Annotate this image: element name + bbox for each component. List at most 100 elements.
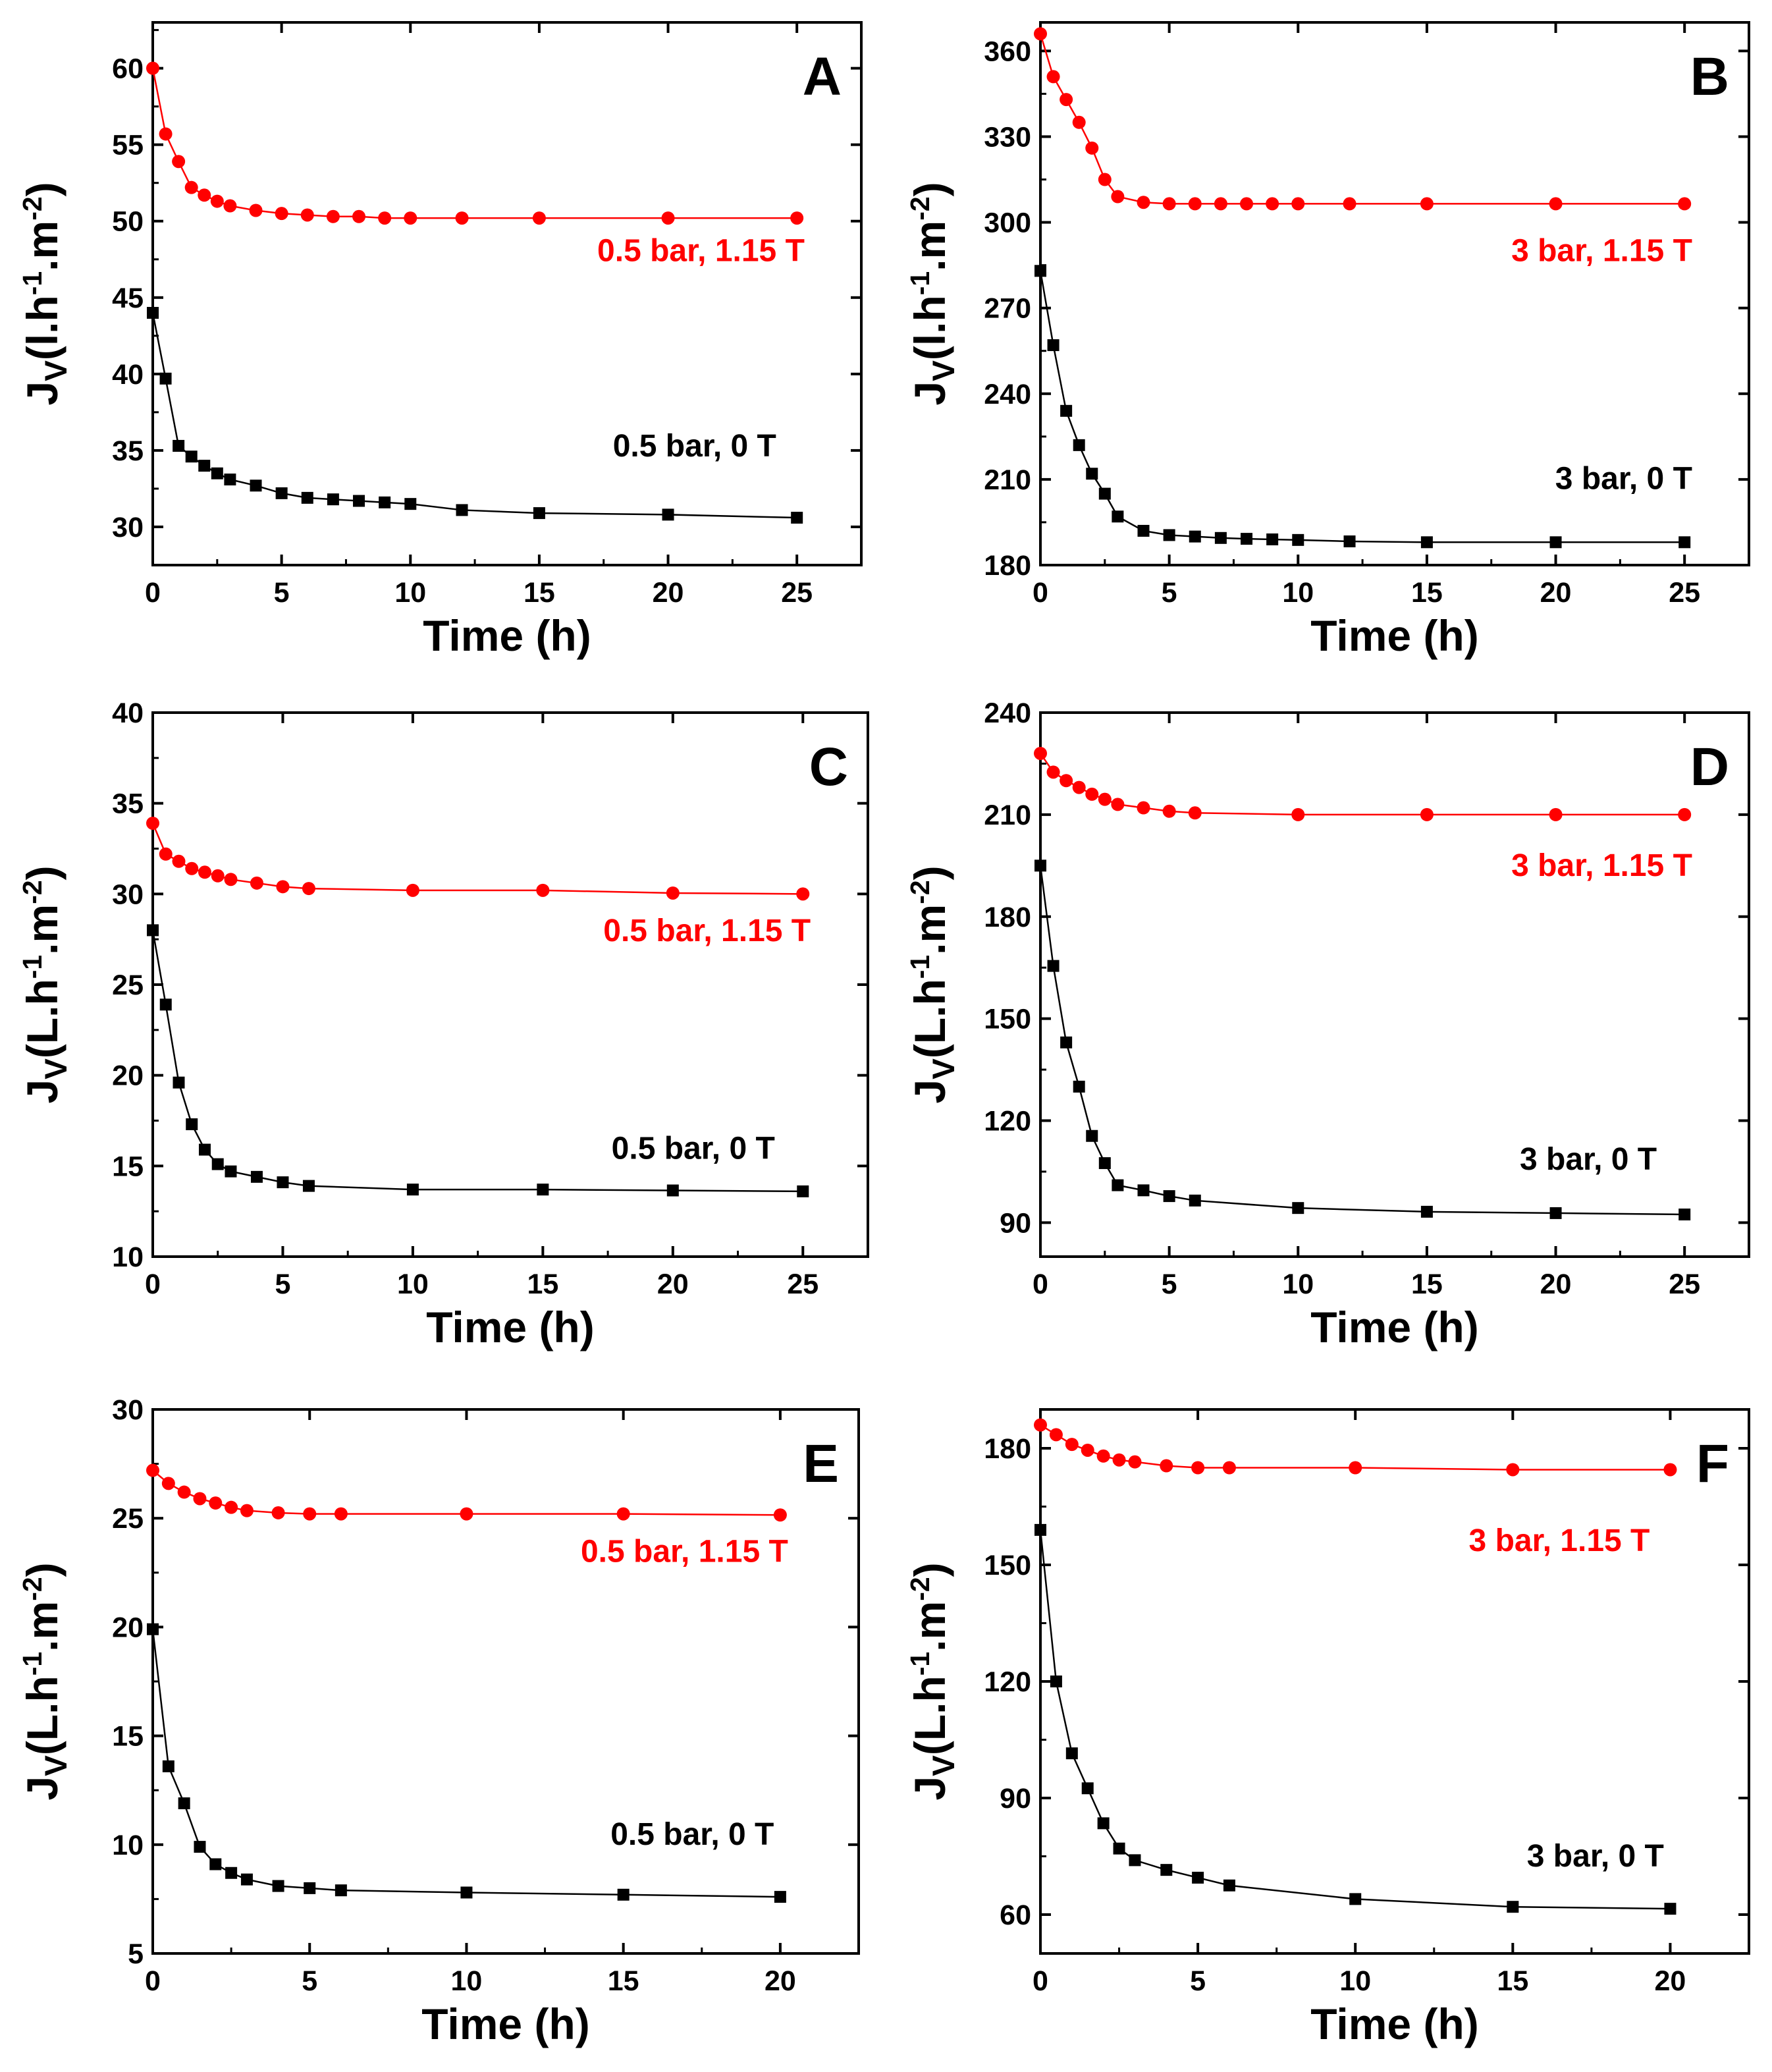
x-tick-label: 15 [1497, 1965, 1528, 1997]
series-label: 3 bar, 1.15 T [1511, 234, 1692, 269]
data-point [162, 1760, 175, 1772]
y-axis-title-sup1: -1 [905, 955, 935, 979]
data-point [1098, 173, 1112, 186]
data-point [666, 886, 680, 900]
y-tick-label: 40 [112, 359, 144, 391]
data-point [791, 512, 803, 524]
x-tick-label: 15 [524, 577, 555, 609]
data-point [224, 474, 236, 486]
data-point [178, 1797, 190, 1810]
panel-b: 0 5 10 15 20 25 180 210 240 270 300 330 360 Time (h) J… [905, 21, 1750, 660]
y-tick-label: 360 [984, 36, 1031, 67]
data-point [173, 1076, 185, 1089]
data-point [406, 1184, 419, 1196]
data-point [1192, 1871, 1204, 1884]
y-axis-title-pre: (L.h [18, 979, 67, 1058]
data-point [378, 211, 392, 225]
data-point [1162, 804, 1176, 818]
data-point [1112, 510, 1124, 523]
data-point [185, 861, 199, 875]
series-magnetic: 3 bar, 1.15 T [1034, 1418, 1677, 1558]
data-point [1214, 532, 1227, 544]
data-point [146, 61, 159, 75]
series-no-field: 3 bar, 0 T [1034, 859, 1691, 1220]
data-point [159, 372, 172, 385]
x-tick-label: 15 [1411, 577, 1443, 609]
data-point [1098, 792, 1112, 806]
y-axis-title: JV(L.h-1.m-2) [17, 865, 74, 1103]
data-point [1097, 1817, 1110, 1830]
data-point [159, 998, 172, 1011]
data-point [352, 209, 366, 223]
data-point [1111, 190, 1125, 204]
series-no-field: 3 bar, 0 T [1034, 1523, 1677, 1915]
data-point [326, 209, 340, 223]
series-label: 0.5 bar, 1.15 T [603, 913, 811, 948]
data-point [1549, 807, 1563, 821]
data-point [1050, 1676, 1062, 1687]
data-point [1047, 339, 1060, 352]
series-magnetic: 3 bar, 1.15 T [1034, 27, 1692, 269]
data-point [1034, 27, 1047, 41]
data-point [406, 883, 419, 897]
data-point [198, 1143, 211, 1156]
y-axis-title-sup2: -2 [905, 880, 935, 904]
y-tick-label: 15 [112, 1151, 144, 1182]
y-axis-title-pre: (l.h [18, 295, 67, 360]
data-point [172, 854, 186, 868]
y-tick-label: 55 [112, 130, 144, 161]
y-axis-title-mid: .m [18, 904, 67, 955]
y-axis-title-main: J [905, 1079, 954, 1104]
data-point [661, 211, 675, 225]
data-point [1420, 197, 1434, 211]
data-point [796, 887, 810, 901]
y-axis-title-sup1: -1 [17, 271, 47, 295]
y-tick-label: 40 [112, 697, 144, 729]
data-point [1049, 1428, 1063, 1442]
data-point [790, 211, 804, 225]
data-point [250, 479, 262, 492]
data-point [302, 1180, 315, 1192]
data-point [1222, 1461, 1236, 1475]
data-point [172, 155, 186, 169]
y-tick-label: 90 [1000, 1207, 1031, 1239]
data-point [1343, 535, 1356, 548]
data-point [1072, 115, 1086, 129]
series-magnetic: 0.5 bar, 1.15 T [146, 61, 805, 269]
y-tick-label: 180 [984, 1433, 1031, 1465]
x-tick-label: 20 [1540, 1268, 1572, 1300]
data-point [1678, 1208, 1691, 1220]
series-label: 3 bar, 0 T [1555, 462, 1692, 497]
y-axis-title-mid: .m [905, 1601, 954, 1652]
x-tick-label: 25 [1669, 1268, 1700, 1300]
data-point [666, 1184, 679, 1197]
y-tick-label: 35 [112, 788, 144, 820]
data-point [616, 1507, 630, 1521]
data-point [1343, 197, 1356, 211]
x-tick-label: 0 [1033, 1965, 1048, 1997]
y-axis-title-mid: .m [905, 904, 954, 955]
data-point [209, 1496, 223, 1510]
x-axis-title: Time (h) [421, 2000, 589, 2048]
data-point [460, 1507, 473, 1521]
series-magnetic: 0.5 bar, 1.15 T [146, 1463, 788, 1569]
data-point [271, 1506, 285, 1519]
panel-letter: C [809, 737, 848, 797]
y-axis-title: JV(l.h-1.m-2) [17, 182, 74, 405]
data-point [1291, 807, 1305, 821]
data-point [334, 1507, 348, 1521]
x-tick-label: 0 [1033, 577, 1048, 609]
x-tick-label: 20 [765, 1965, 796, 1997]
y-tick-label: 60 [1000, 1899, 1031, 1931]
series-no-field: 0.5 bar, 0 T [147, 1623, 786, 1903]
y-axis-title: JV(L.h-1.m-2) [17, 1562, 74, 1800]
data-point [1507, 1901, 1519, 1913]
data-point [1663, 1463, 1677, 1477]
data-point [1060, 1036, 1073, 1049]
data-point [1349, 1893, 1362, 1905]
data-point [184, 180, 198, 194]
panel-c: 0 5 10 15 20 25 10 15 20 25 30 35 40 Time (h) JV(L.h-1… [17, 697, 869, 1351]
x-tick-label: 5 [1162, 1268, 1177, 1300]
y-tick-label: 120 [984, 1666, 1031, 1698]
